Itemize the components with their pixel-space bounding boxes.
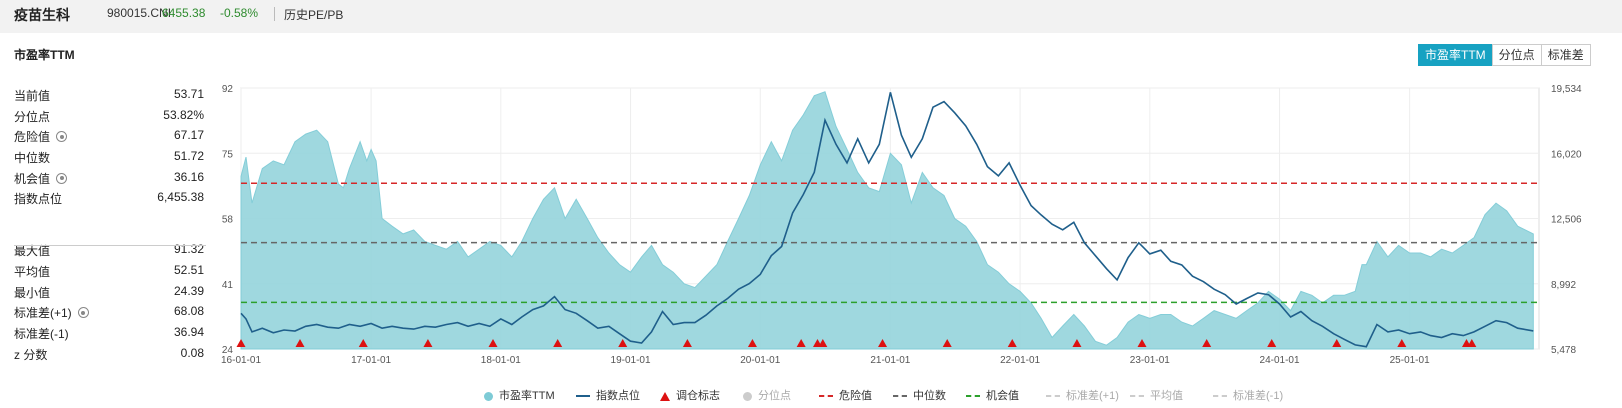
legend-label: 中位数 (913, 390, 946, 402)
legend-item[interactable]: 中位数 (893, 387, 946, 403)
legend-label: 平均值 (1150, 390, 1183, 402)
history-pe-pb-link[interactable]: 历史PE/PB (284, 8, 344, 22)
stat-std-minus: 标准差(-1) 36.94 (14, 322, 204, 343)
stat-value: 67.17 (173, 128, 204, 143)
dash-icon (1213, 395, 1227, 398)
panel-title: 市盈率TTM (14, 48, 75, 62)
stat-value: 52.51 (173, 262, 204, 277)
metric-tabs: 市盈率TTM 分位点 标准差 (1418, 44, 1591, 66)
gear-icon[interactable] (56, 172, 68, 184)
stat-max: 最大值 91.32 (14, 239, 204, 260)
stat-median: 中位数 51.72 (14, 146, 204, 167)
stat-label: 机会值 (14, 170, 68, 187)
legend-label: 指数点位 (596, 390, 640, 402)
stats-divider (14, 245, 206, 246)
tab-std-dev[interactable]: 标准差 (1540, 44, 1591, 66)
legend-item[interactable]: 市盈率TTM (484, 387, 555, 403)
dot-icon (484, 391, 493, 401)
dash-icon (893, 395, 907, 398)
dash-icon (966, 395, 980, 398)
stat-current: 当前值 53.71 (14, 84, 204, 105)
stat-label: 平均值 (14, 264, 51, 279)
stat-value: 6,455.38 (157, 190, 204, 205)
legend-item[interactable]: 标准差(-1) (1213, 387, 1283, 403)
tab-percentile[interactable]: 分位点 (1491, 44, 1542, 66)
legend-label: 分位点 (758, 390, 791, 402)
legend-item[interactable]: 危险值 (819, 387, 872, 403)
index-change: -0.58% (220, 6, 259, 20)
legend-item[interactable]: 分位点 (743, 387, 791, 403)
stat-std-plus: 标准差(+1) 68.08 (14, 301, 204, 322)
legend-item[interactable]: 指数点位 (576, 387, 640, 403)
legend-label: 危险值 (839, 390, 872, 402)
stat-index-level: 指数点位 6,455.38 (14, 187, 204, 208)
stat-min: 最小值 24.39 (14, 281, 204, 302)
stat-value: 0.08 (180, 345, 204, 360)
stat-z-score: z 分数 0.08 (14, 343, 204, 364)
tab-pe-ttm[interactable]: 市盈率TTM (1418, 44, 1493, 66)
stat-value: 36.94 (173, 324, 204, 339)
stat-opportunity: 机会值 36.16 (14, 167, 204, 188)
stat-value: 53.82% (163, 107, 204, 122)
stat-label: 当前值 (14, 89, 51, 103)
stats-panel: 当前值 53.71 分位点 53.82% 危险值 67.17 中位数 51.72 机会值… (14, 84, 204, 363)
legend-label: 市盈率TTM (499, 390, 555, 402)
stat-value: 68.08 (173, 304, 204, 319)
chart-panel: 市盈率TTM (0, 33, 1622, 408)
stat-danger: 危险值 67.17 (14, 125, 204, 146)
stat-label: z 分数 (14, 347, 48, 362)
stat-label: 分位点 (14, 109, 51, 124)
dash-icon (819, 395, 833, 398)
gear-icon[interactable] (77, 307, 89, 319)
triangle-icon (660, 391, 670, 401)
dot-icon (743, 391, 752, 401)
legend-label: 机会值 (986, 390, 1019, 402)
stat-mean: 平均值 52.51 (14, 260, 204, 281)
line-icon (576, 395, 590, 398)
legend-item[interactable]: 调仓标志 (660, 387, 720, 403)
stat-label: 标准差(-1) (14, 326, 69, 341)
dash-icon (1130, 395, 1144, 398)
index-code: 980015.CNI (107, 6, 172, 20)
index-name: 疫苗生科 (14, 7, 70, 23)
stat-label: 中位数 (14, 151, 51, 166)
gear-icon[interactable] (56, 131, 68, 143)
stat-label: 最大值 (14, 244, 51, 259)
legend-item[interactable]: 机会值 (966, 387, 1019, 403)
header-divider (274, 7, 275, 21)
top-bar: 疫苗生科 980015.CNI 6455.38 -0.58% 历史PE/PB (0, 0, 1622, 28)
stat-label: 危险值 (14, 128, 68, 145)
stat-label: 标准差(+1) (14, 304, 89, 321)
legend-item[interactable]: 平均值 (1130, 387, 1183, 403)
dash-icon (1046, 395, 1060, 398)
stat-percentile: 分位点 53.82% (14, 105, 204, 126)
index-price: 6455.38 (162, 6, 206, 20)
stat-value: 36.16 (173, 169, 204, 184)
legend-label: 标准差(+1) (1066, 390, 1119, 402)
legend-item[interactable]: 标准差(+1) (1046, 387, 1119, 403)
stat-label: 指数点位 (14, 192, 63, 207)
stat-value: 51.72 (173, 149, 204, 164)
legend-label: 标准差(-1) (1233, 390, 1284, 402)
stat-value: 24.39 (173, 283, 204, 298)
legend-label: 调仓标志 (676, 390, 720, 402)
stat-value: 53.71 (173, 87, 204, 101)
stat-label: 最小值 (14, 285, 51, 300)
